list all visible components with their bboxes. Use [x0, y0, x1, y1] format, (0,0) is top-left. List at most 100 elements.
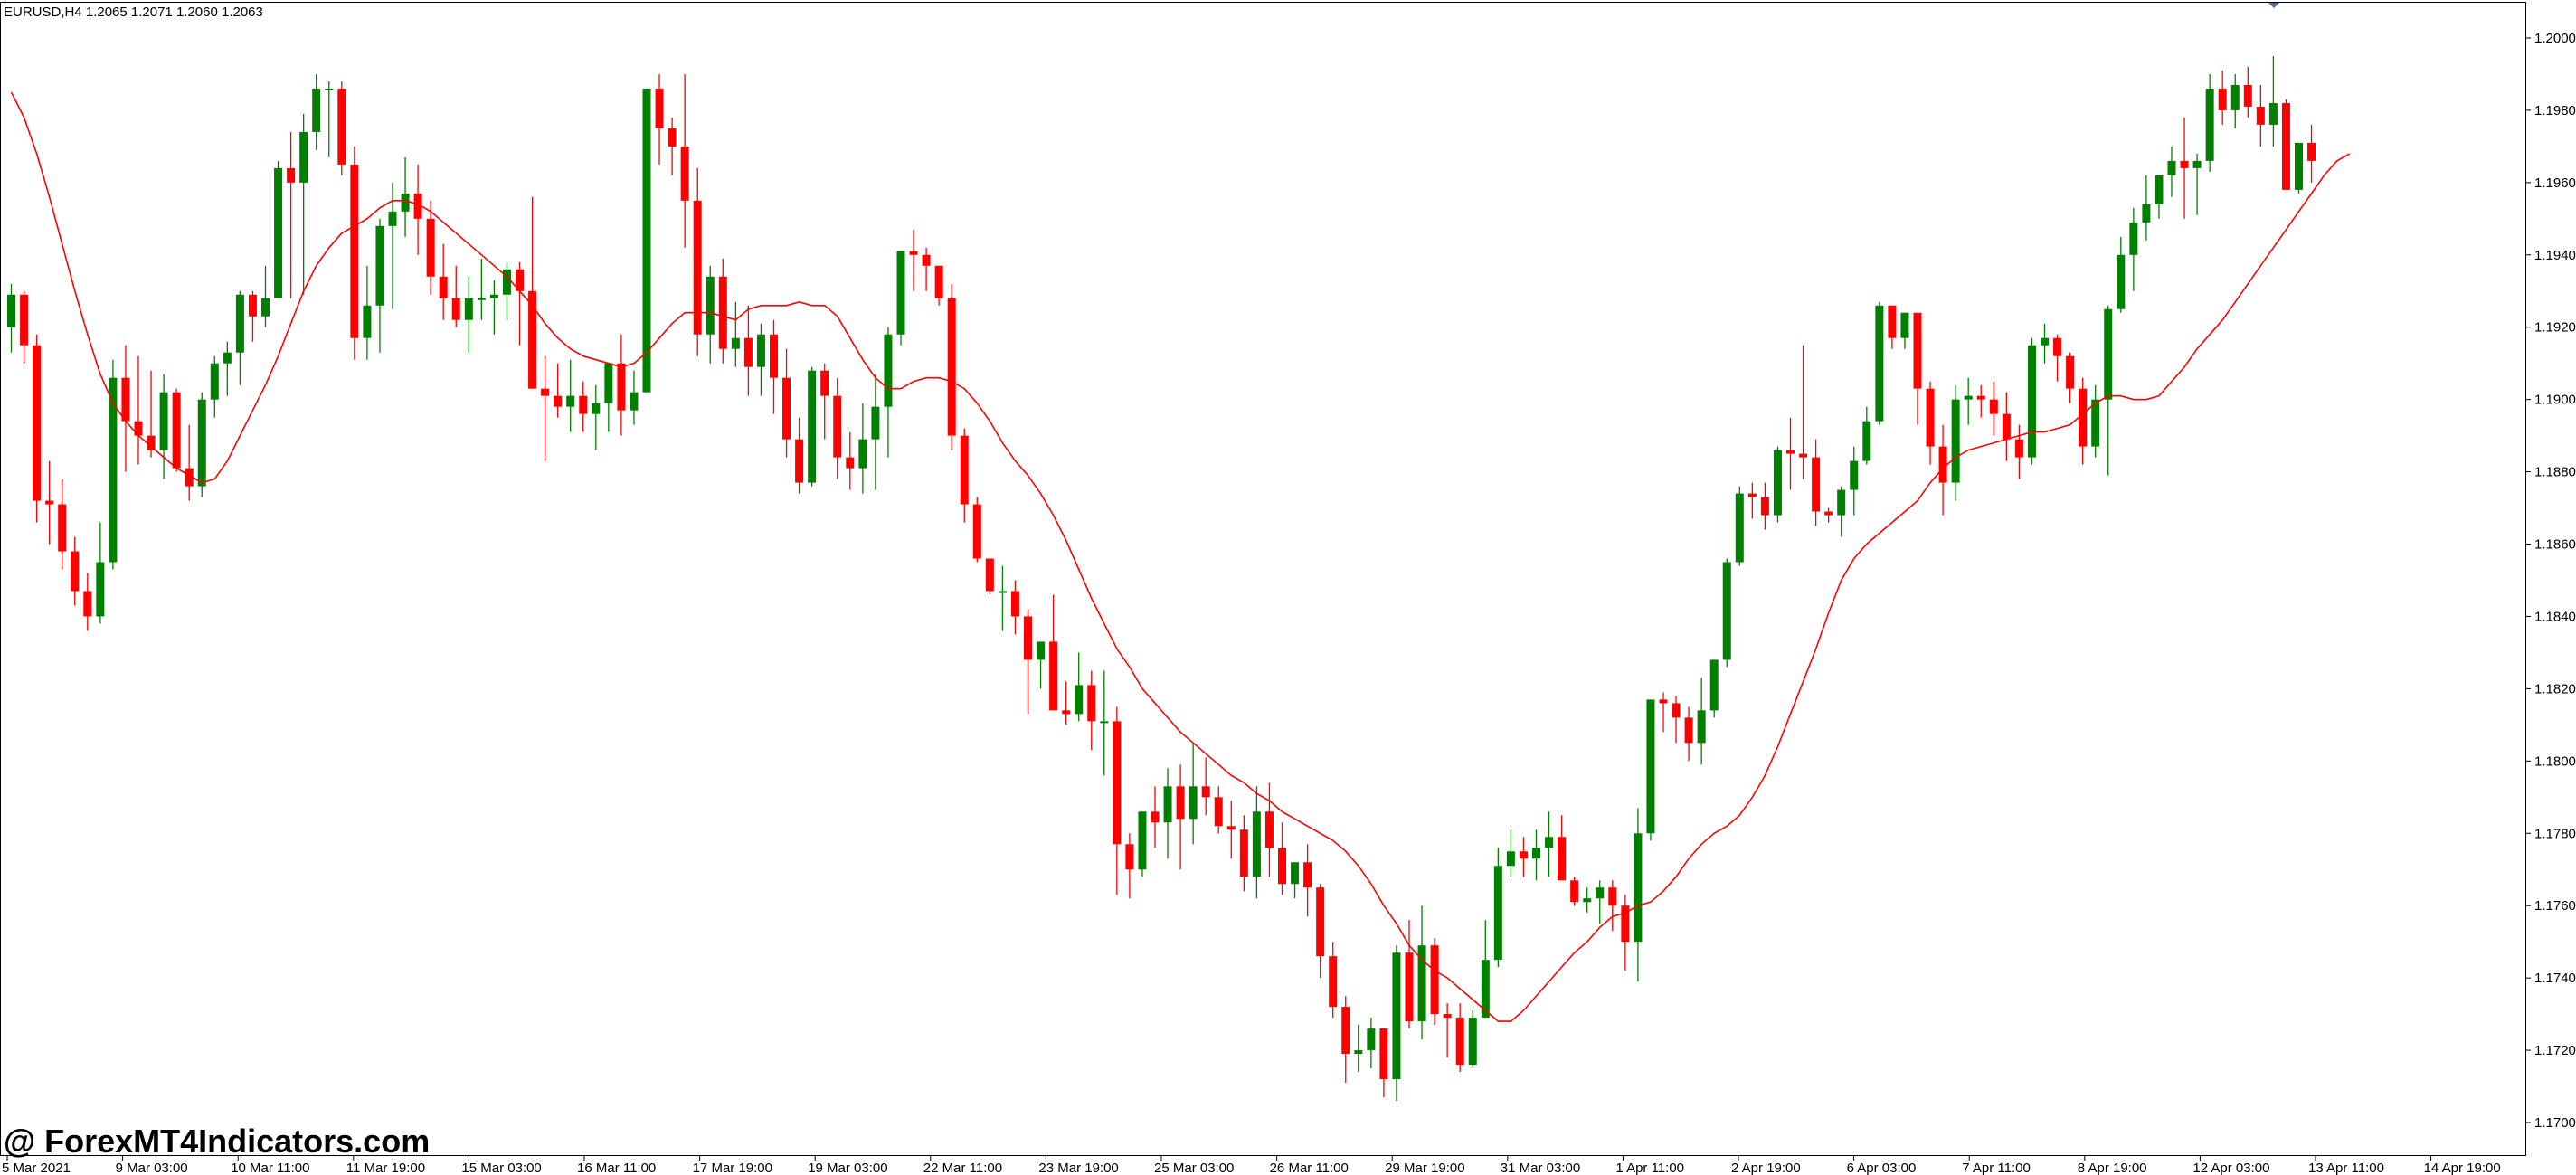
- candle: [947, 283, 956, 450]
- bull-candle-body: [1837, 489, 1846, 516]
- candle: [1443, 1003, 1452, 1058]
- plot-frame: [0, 2, 2526, 1156]
- bull-candle-body: [1252, 811, 1261, 877]
- candle: [1621, 895, 1630, 971]
- candle: [1875, 301, 1884, 425]
- candle: [1850, 446, 1859, 516]
- bear-candle-body: [2243, 84, 2252, 107]
- candle: [1837, 486, 1846, 537]
- bull-candle-body: [2129, 222, 2138, 255]
- candle: [2205, 73, 2214, 172]
- bull-candle-body: [2027, 345, 2036, 458]
- bull-candle-body: [1138, 811, 1147, 870]
- bull-candle-body: [1189, 786, 1198, 820]
- candle: [1824, 507, 1833, 523]
- candle: [2142, 175, 2151, 241]
- candle: [731, 301, 740, 367]
- time-tick-label: 14 Apr 19:00: [2424, 1161, 2501, 1175]
- bull-candle-body: [642, 88, 651, 393]
- bull-candle-body: [2117, 254, 2126, 309]
- price-tick-label: 1.1740: [2534, 971, 2576, 986]
- bull-candle-body: [2091, 399, 2100, 447]
- candle: [1786, 417, 1795, 490]
- bear-candle-body: [1341, 1007, 1350, 1055]
- bear-candle-body: [1443, 1014, 1452, 1019]
- bear-candle-body: [451, 298, 460, 320]
- candle: [1367, 1018, 1376, 1069]
- price-tick-label: 1.1720: [2534, 1043, 2576, 1058]
- candle: [439, 243, 448, 320]
- bear-candle-body: [337, 88, 346, 165]
- bull-candle-body: [261, 298, 270, 317]
- bull-candle-body: [1596, 887, 1605, 899]
- candle: [299, 113, 308, 295]
- candle: [680, 73, 689, 248]
- price-tick-label: 1.1940: [2534, 248, 2576, 263]
- candle: [1176, 764, 1185, 870]
- bear-candle-body: [770, 334, 778, 378]
- bull-candle-body: [1367, 1028, 1376, 1051]
- candle: [1125, 833, 1134, 899]
- time-tick-label: 1 Apr 11:00: [1615, 1161, 1684, 1175]
- candle: [20, 290, 29, 364]
- bull-candle-body: [1417, 945, 1426, 1022]
- candle: [1341, 996, 1350, 1084]
- candle: [516, 261, 524, 346]
- bull-candle-body: [592, 403, 601, 414]
- bear-candle-body: [287, 167, 296, 183]
- bull-candle-body: [2104, 308, 2113, 400]
- candle: [388, 182, 397, 309]
- candle: [1596, 880, 1605, 924]
- candle: [2014, 424, 2023, 479]
- candle: [1938, 424, 1947, 516]
- candle: [617, 334, 626, 436]
- candle: [1405, 920, 1414, 1029]
- bull-candle-body: [109, 377, 118, 563]
- bear-candle-body: [1976, 395, 1985, 400]
- candle: [451, 265, 460, 327]
- candle: [554, 363, 563, 418]
- candle: [185, 424, 194, 501]
- bear-candle-body: [1226, 826, 1236, 830]
- candle: [2218, 70, 2227, 125]
- bear-candle-body: [1621, 905, 1630, 943]
- candle: [528, 196, 537, 389]
- bear-candle-body: [2014, 439, 2023, 458]
- price-tick-label: 1.1800: [2534, 753, 2576, 769]
- candle: [235, 290, 244, 385]
- bull-candle-body: [1532, 848, 1540, 859]
- candle: [1684, 706, 1693, 762]
- time-tick-label: 25 Mar 03:00: [1154, 1161, 1234, 1175]
- bear-candle-body: [1938, 446, 1947, 483]
- bear-candle-body: [833, 395, 842, 458]
- bull-candle-body: [477, 298, 486, 300]
- bear-candle-body: [554, 395, 563, 407]
- time-tick-label: 22 Mar 11:00: [923, 1161, 1002, 1175]
- bull-candle-body: [1900, 312, 1909, 338]
- bull-candle-body: [706, 276, 715, 335]
- candle: [1214, 786, 1223, 834]
- candle: [871, 374, 880, 490]
- candle: [1113, 706, 1122, 895]
- candle: [2041, 323, 2049, 364]
- shift-marker-icon[interactable]: [2268, 2, 2280, 8]
- bear-candle-body: [71, 551, 80, 592]
- candles-layer: [7, 55, 2316, 1102]
- candle: [287, 131, 296, 298]
- candle: [1812, 439, 1821, 526]
- time-tick-label: 9 Mar 03:00: [116, 1161, 188, 1175]
- bull-candle-body: [2295, 142, 2303, 190]
- bear-candle-body: [1214, 797, 1223, 827]
- bear-candle-body: [1747, 493, 1757, 497]
- candle: [1037, 641, 1046, 689]
- candle: [2129, 207, 2138, 291]
- bear-candle-body: [2002, 413, 2011, 440]
- candle: [1455, 1003, 1464, 1073]
- bull-candle-body: [731, 337, 740, 349]
- price-tick-label: 1.1700: [2534, 1115, 2576, 1131]
- bear-candle-body: [121, 377, 130, 422]
- candle: [846, 431, 855, 490]
- bear-candle-body: [1151, 811, 1160, 823]
